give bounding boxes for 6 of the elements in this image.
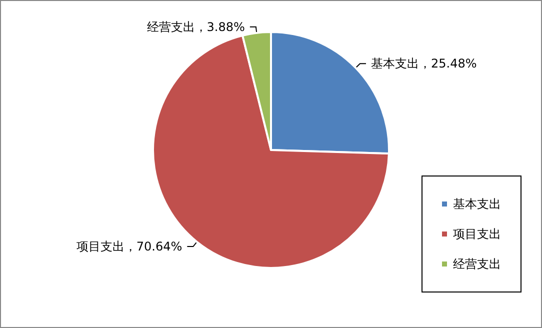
legend-label: 经营支出	[453, 257, 501, 271]
category-label: 项目支出，70.64%	[76, 240, 182, 254]
category-label: 基本支出，25.48%	[370, 56, 477, 71]
legend-label: 基本支出	[453, 197, 501, 211]
category-label: 经营支出，3.88%	[146, 20, 245, 34]
legend-label: 项目支出	[453, 227, 501, 241]
